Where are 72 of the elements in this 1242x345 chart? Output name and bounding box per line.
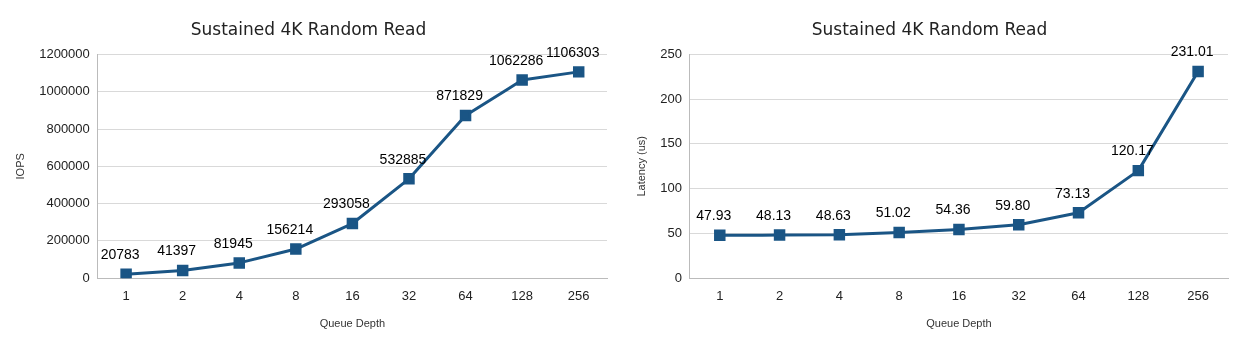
point [1132, 164, 1145, 177]
x-tick-label: 32 [1011, 287, 1026, 303]
x-tick-label: 1 [716, 287, 724, 303]
x-tick-label: 4 [235, 287, 243, 303]
data-label: 47.93 [696, 207, 732, 224]
x-tick-label: 128 [511, 287, 533, 303]
x-tick-label: 4 [835, 287, 843, 303]
x-axis-title: Queue Depth [319, 317, 386, 330]
y-tick-label: 50 [667, 225, 682, 241]
x-tick-label: 32 [401, 287, 417, 303]
data-label: 871829 [436, 87, 484, 104]
point [572, 66, 585, 78]
point [459, 109, 472, 122]
x-tick-label: 16 [951, 287, 967, 303]
y-tick-label: 0 [674, 269, 682, 285]
chart-title: Sustained 4K Random Read [190, 18, 427, 39]
data-label: 293058 [323, 195, 370, 212]
y-tick-label: 150 [660, 135, 682, 151]
data-label: 156214 [266, 220, 314, 237]
data-label: 231.01 [1170, 43, 1214, 60]
y-tick-label: 400000 [46, 195, 90, 211]
y-axis-title: IOPS [13, 153, 26, 180]
x-tick-label: 16 [345, 287, 360, 303]
point [290, 243, 302, 255]
point [403, 173, 415, 185]
y-tick-label: 200000 [46, 232, 90, 248]
data-label: 41397 [157, 242, 197, 259]
y-tick-label: 800000 [46, 120, 90, 136]
y-tick-label: 0 [82, 269, 90, 285]
x-tick-label: 8 [895, 287, 903, 303]
x-tick-label: 2 [179, 287, 187, 303]
point [120, 268, 132, 279]
x-tick-label: 1 [122, 287, 130, 303]
data-label: 532885 [379, 150, 427, 167]
point [1192, 65, 1204, 78]
x-axis-title: Queue Depth [926, 317, 992, 330]
y-tick-label: 600000 [46, 157, 90, 173]
y-tick-label: 100 [660, 180, 682, 196]
point [893, 226, 905, 239]
point [176, 264, 189, 277]
chart-title: Sustained 4K Random Read [811, 18, 1048, 39]
data-label: 48.63 [815, 206, 852, 223]
x-tick-label: 256 [1187, 287, 1209, 303]
x-tick-label: 8 [292, 287, 300, 303]
data-label: 48.13 [756, 206, 792, 223]
x-tick-label: 2 [775, 287, 784, 303]
y-tick-label: 200 [660, 90, 682, 106]
point [1012, 218, 1025, 231]
x-tick-label: 64 [458, 287, 473, 303]
point [233, 257, 245, 269]
x-tick-label: 256 [567, 287, 590, 303]
data-label: 1106303 [545, 43, 600, 60]
data-label: 54.36 [935, 201, 971, 218]
point [833, 228, 846, 241]
data-label: 51.02 [875, 204, 911, 221]
y-tick-label: 1000000 [39, 83, 90, 99]
y-tick-label: 250 [660, 45, 682, 61]
y-axis-title: Latency (us) [634, 136, 647, 197]
data-label: 73.13 [1055, 184, 1091, 201]
data-label: 1062286 [488, 51, 544, 68]
data-label: 81945 [213, 234, 253, 251]
point [516, 74, 528, 86]
data-label: 59.80 [995, 196, 1031, 213]
point [773, 229, 786, 241]
x-tick-label: 64 [1071, 287, 1086, 303]
point [1072, 206, 1085, 219]
point [346, 217, 359, 230]
y-tick-label: 1200000 [39, 45, 90, 61]
point [953, 223, 965, 236]
point [714, 229, 726, 242]
data-label: 20783 [100, 246, 140, 263]
x-tick-label: 128 [1127, 287, 1150, 303]
